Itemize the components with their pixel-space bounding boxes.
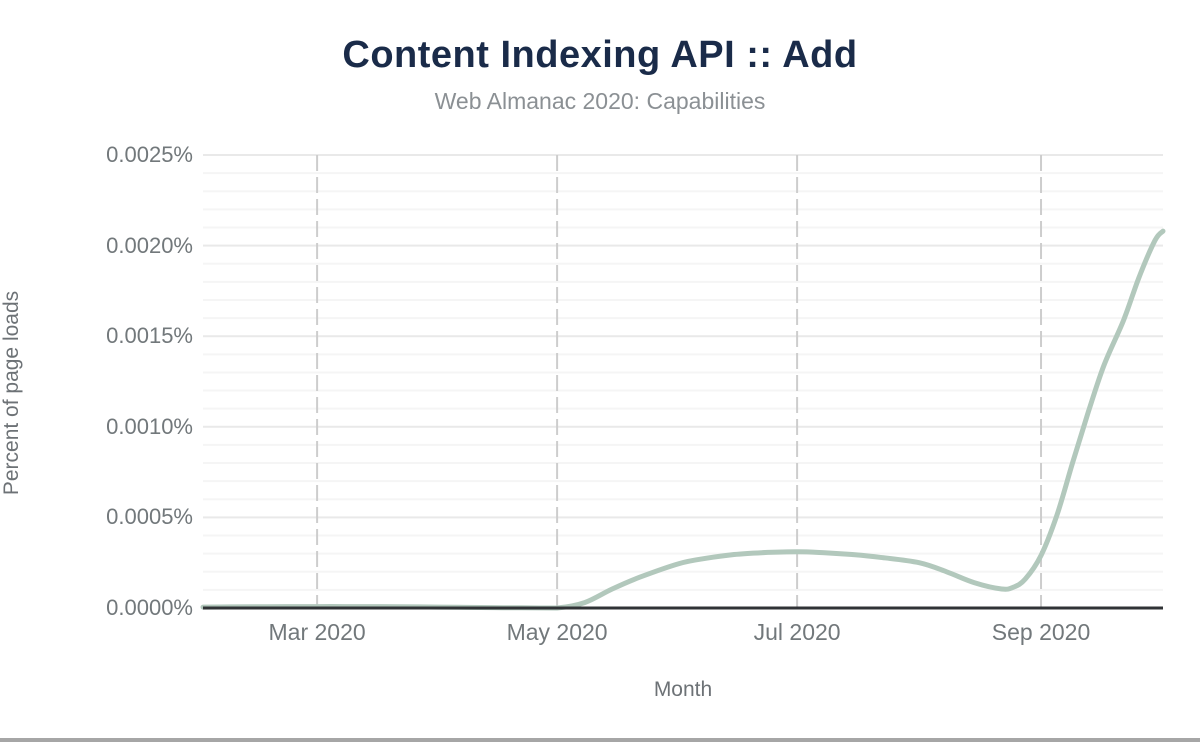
major-gridlines <box>203 154 1163 519</box>
chart-title: Content Indexing API :: Add <box>342 34 858 76</box>
y-tick-label: 0.0000% <box>106 595 193 620</box>
series-line-content-indexing-api <box>200 228 1166 611</box>
vertical-gridlines <box>316 155 1043 608</box>
x-axis-title: Month <box>653 678 713 701</box>
y-tick-label: 0.0025% <box>106 142 193 167</box>
x-tick-label: May 2020 <box>506 619 608 645</box>
x-tick-label: Mar 2020 <box>268 619 366 645</box>
y-tick-label: 0.0005% <box>106 504 193 530</box>
chart-subtitle: Web Almanac 2020: Capabilities <box>434 88 766 114</box>
y-tick-label: 0.0015% <box>106 323 193 349</box>
y-tick-label: 0.0020% <box>106 232 193 258</box>
x-tick-label: Sep 2020 <box>991 619 1091 645</box>
minor-gridlines <box>203 172 1163 591</box>
x-tick-label: Jul 2020 <box>753 619 841 645</box>
bottom-divider <box>0 738 1200 742</box>
y-tick-label: 0.0010% <box>106 413 193 439</box>
